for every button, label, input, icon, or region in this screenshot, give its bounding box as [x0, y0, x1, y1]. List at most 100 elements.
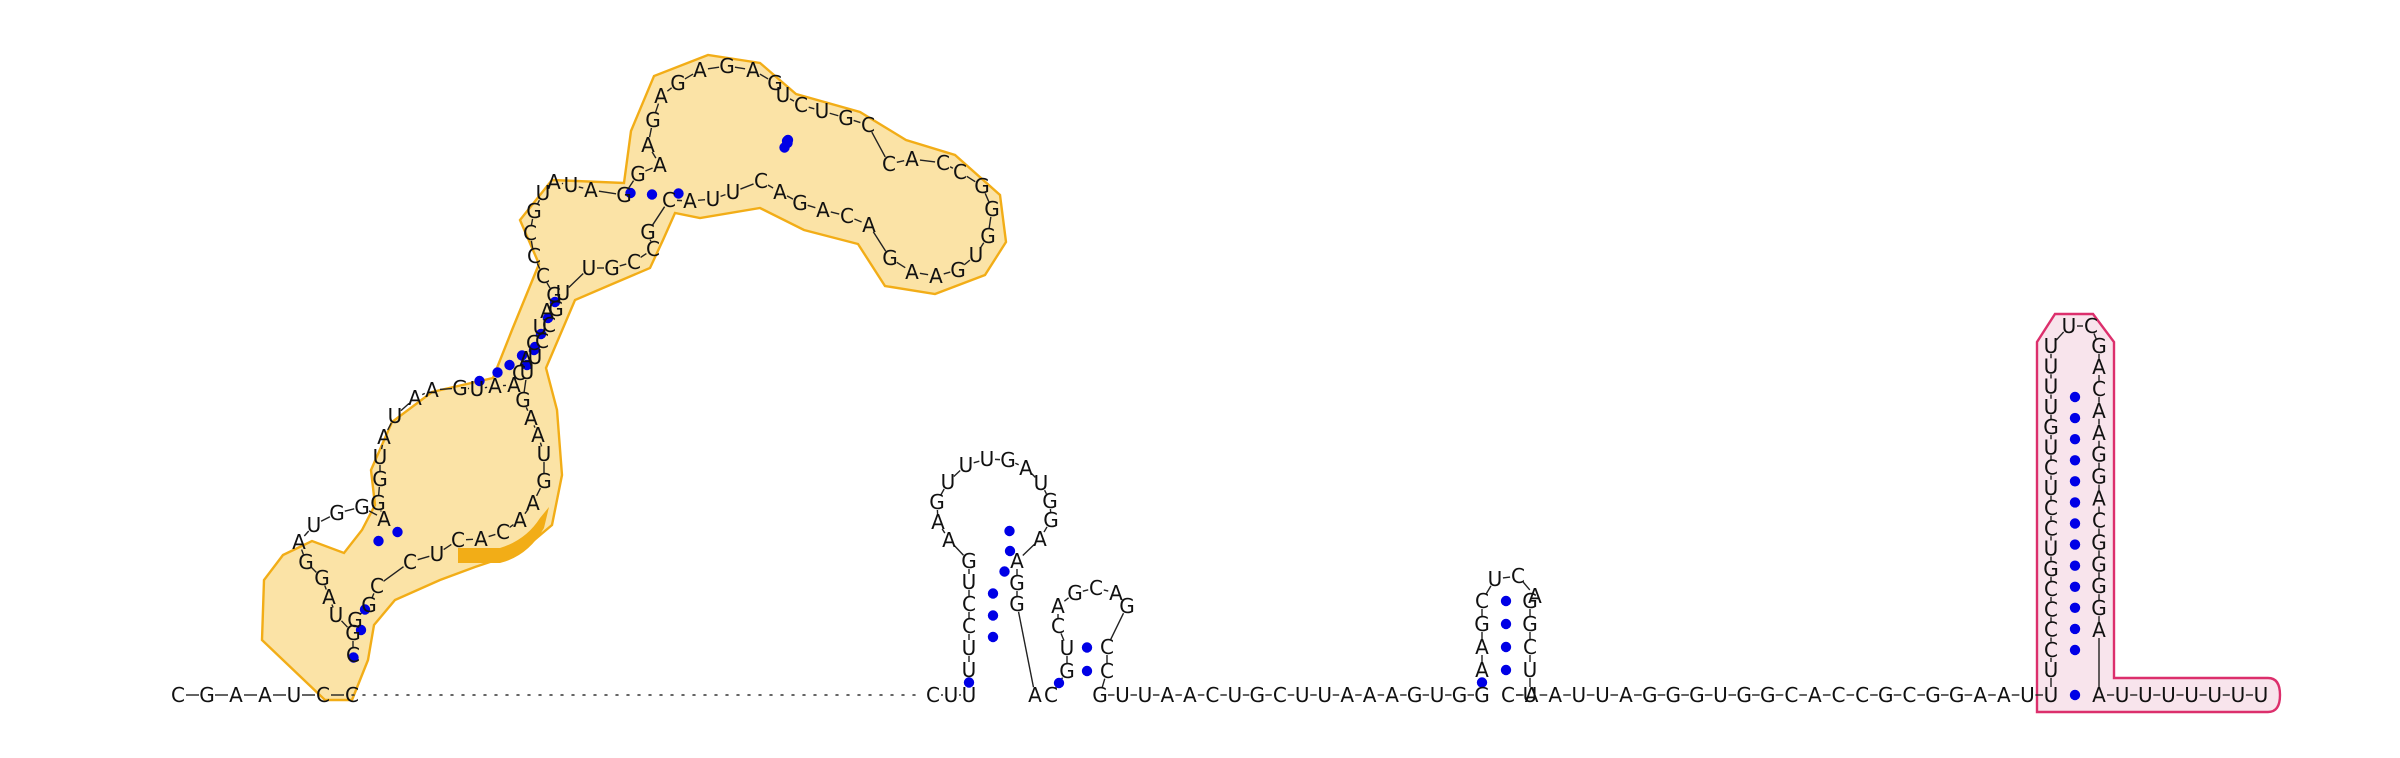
nucleotide: G — [370, 491, 386, 515]
nucleotide: A — [1019, 456, 1033, 480]
base-pair-dot — [373, 536, 383, 546]
backbone-link — [1104, 590, 1108, 591]
nucleotide: A — [513, 508, 527, 532]
nucleotide: A — [816, 198, 830, 222]
nucleotide: U — [1713, 683, 1728, 707]
nucleotide: C — [1044, 683, 1058, 707]
base-pair-dot — [1501, 665, 1511, 675]
nucleotide: G — [961, 549, 977, 573]
nucleotide: G — [2091, 574, 2107, 598]
nucleotide: A — [1973, 683, 1987, 707]
nucleotide: A — [693, 58, 707, 82]
nucleotide: U — [307, 513, 322, 537]
backbone-link — [345, 509, 354, 511]
nucleotide: U — [959, 453, 974, 477]
nucleotide: C — [403, 550, 417, 574]
nucleotide: G — [1689, 683, 1705, 707]
nucleotide: A — [1051, 594, 1065, 618]
nucleotide: A — [488, 374, 502, 398]
nucleotide: U — [1430, 683, 1445, 707]
nucleotide: A — [1363, 683, 1377, 707]
nucleotide: G — [1119, 594, 1135, 618]
nucleotide: C — [794, 93, 808, 117]
nucleotide: U — [287, 683, 302, 707]
nucleotide: U — [430, 542, 445, 566]
nucleotide: A — [1619, 683, 1633, 707]
nucleotide: G — [670, 71, 686, 95]
nucleotide: A — [292, 530, 306, 554]
base-pair-dot — [1082, 666, 1092, 676]
base-pair-dot — [2070, 645, 2080, 655]
nucleotide: G — [838, 106, 854, 130]
nucleotide: A — [2092, 487, 2106, 511]
nucleotide: G — [1760, 683, 1776, 707]
base-pair-dot — [988, 632, 998, 642]
nucleotide: U — [962, 570, 977, 594]
nucleotide: U — [470, 377, 485, 401]
base-pair-dot — [2070, 413, 2080, 423]
nucleotide: C — [861, 113, 875, 137]
nucleotide: C — [1475, 589, 1489, 613]
nucleotide: U — [564, 173, 579, 197]
nucleotide: A — [773, 180, 787, 204]
nucleotide: C — [882, 152, 896, 176]
nucleotide: C — [1089, 576, 1103, 600]
nucleotide: G — [2091, 552, 2107, 576]
nucleotide: A — [641, 133, 655, 157]
nucleotide: A — [1028, 683, 1042, 707]
nucleotide: G — [2091, 465, 2107, 489]
nucleotide: U — [969, 243, 984, 267]
nucleotide: C — [936, 151, 950, 175]
nucleotide: G — [1949, 683, 1965, 707]
nucleotide: G — [1666, 683, 1682, 707]
nucleotide: U — [944, 683, 959, 707]
nucleotide: G — [347, 608, 363, 632]
nucleotide: C — [2092, 377, 2106, 401]
base-pair-dot — [2070, 434, 2080, 444]
nucleotide: A — [1385, 683, 1399, 707]
backbone-link — [440, 389, 452, 390]
base-pair-dot — [647, 189, 657, 199]
nucleotide: C — [646, 237, 660, 261]
base-pair-dot — [1501, 642, 1511, 652]
nucleotide: A — [547, 170, 561, 194]
base-pair-dot — [1082, 642, 1092, 652]
nucleotide: A — [1010, 549, 1024, 573]
nucleotide: C — [1100, 635, 1114, 659]
nucleotide: C — [496, 520, 510, 544]
nucleotide: U — [726, 180, 741, 204]
nucleotide: U — [1488, 567, 1503, 591]
nucleotide: U — [2044, 683, 2059, 707]
nucleotide: A — [929, 264, 943, 288]
base-pair-dot — [782, 138, 792, 148]
nucleotide: G — [2091, 530, 2107, 554]
nucleotide: U — [2138, 683, 2153, 707]
nucleotide: G — [361, 593, 377, 617]
nucleotide: A — [474, 527, 488, 551]
base-pair-dot — [2070, 539, 2080, 549]
nucleotide: G — [1452, 683, 1468, 707]
nucleotide: G — [536, 469, 552, 493]
backbone-link — [1503, 577, 1510, 578]
nucleotide: A — [1161, 683, 1175, 707]
base-pair-dot — [2070, 624, 2080, 634]
nucleotide: U — [1138, 683, 1153, 707]
nucleotide: C — [2092, 508, 2106, 532]
nucleotide: A — [584, 178, 598, 202]
backbone-link — [1083, 590, 1088, 591]
nucleotide: A — [1183, 683, 1197, 707]
backbone-link — [974, 461, 980, 463]
nucleotide: A — [2092, 421, 2106, 445]
nucleotide: C — [754, 169, 768, 193]
base-pair-dot — [2070, 518, 2080, 528]
nucleotide: G — [1009, 592, 1025, 616]
base-pair-dot — [2070, 582, 2080, 592]
nucleotide: G — [2091, 596, 2107, 620]
nucleotide: U — [537, 442, 552, 466]
nucleotide: A — [377, 425, 391, 449]
nucleotide: A — [683, 189, 697, 213]
nucleotide: U — [962, 683, 977, 707]
backbone-link — [1019, 612, 1034, 687]
nucleotide: G — [199, 683, 215, 707]
nucleotide: U — [2254, 683, 2269, 707]
